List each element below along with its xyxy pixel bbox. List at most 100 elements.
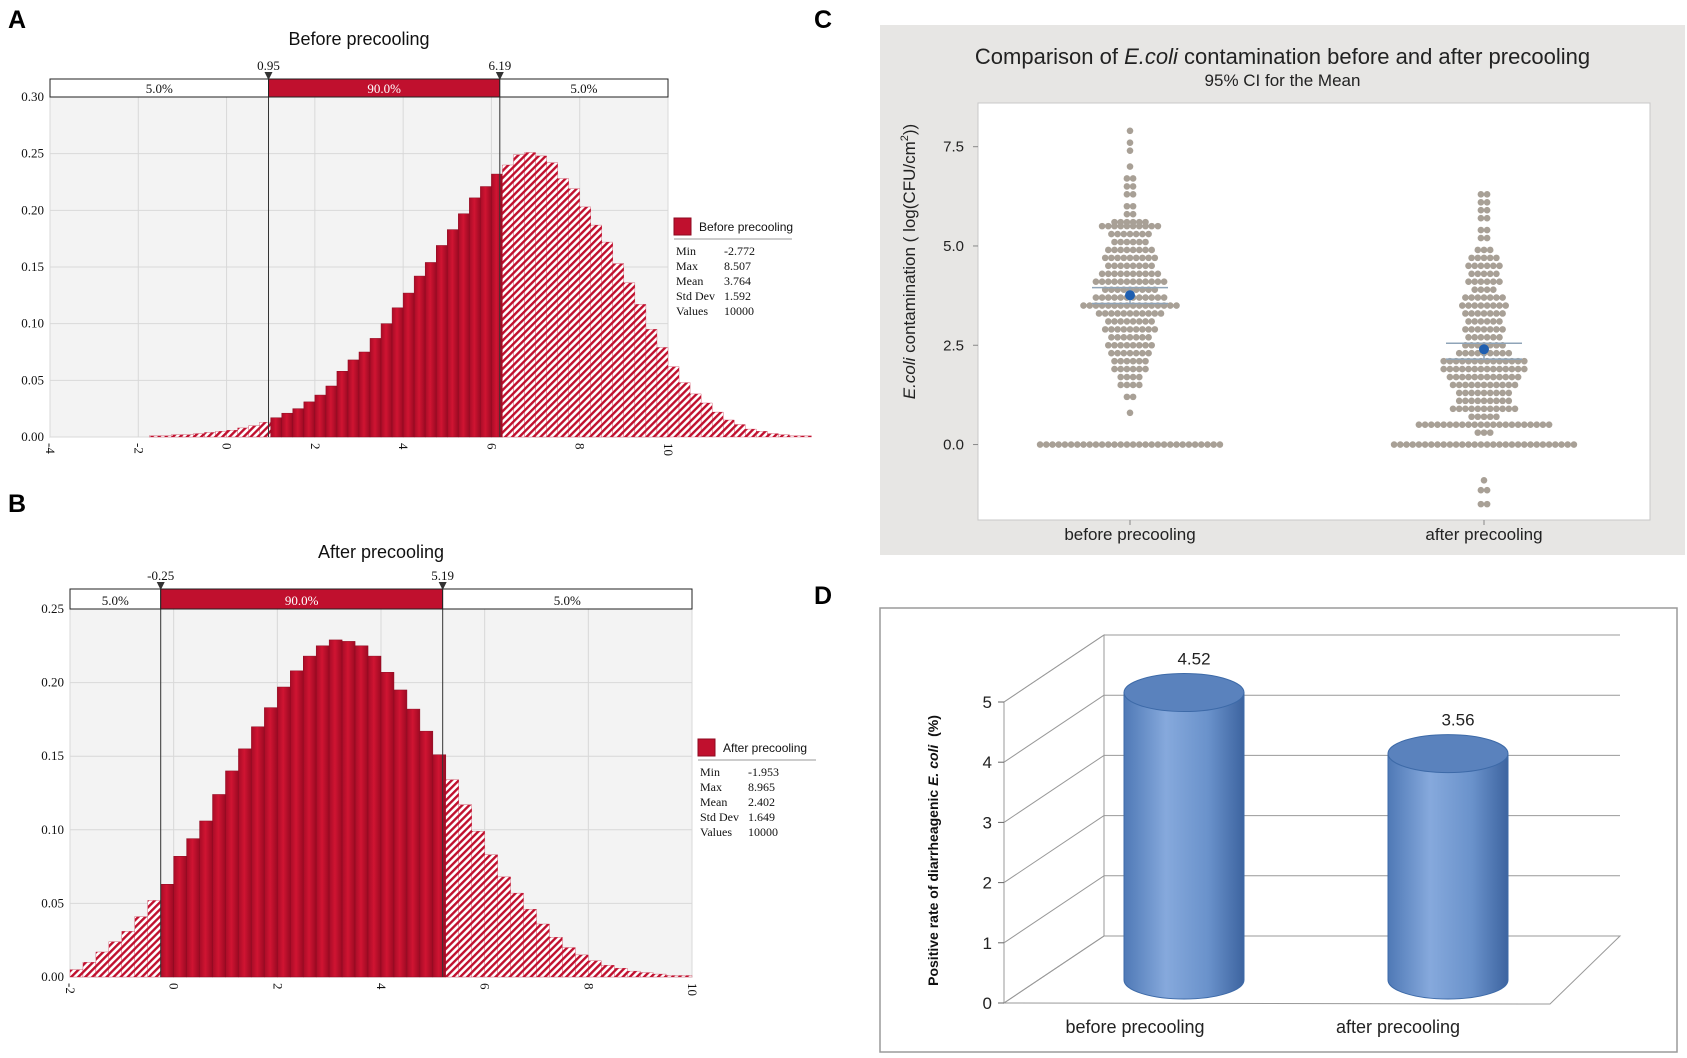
histogram-bar [186,838,200,978]
data-point [1132,230,1140,238]
data-point [1136,341,1143,349]
histogram-bar [469,197,481,438]
data-point [1474,397,1482,405]
y-tick-label: 0.25 [41,601,64,616]
data-point [1468,326,1475,333]
histogram-bar [226,430,238,438]
x-tick-label: 4 [396,443,411,450]
data-point [1452,421,1460,428]
data-point [1477,214,1485,222]
data-point [1126,310,1134,317]
data-point [1111,246,1118,254]
data-point [1105,278,1112,286]
y-axis-label-italic: E.coli [900,356,919,399]
data-point [1123,191,1131,198]
y-tick-label: 1 [983,934,992,953]
data-point [1474,294,1482,301]
data-point [1459,441,1466,448]
data-point [1198,441,1205,448]
histogram-bar [303,655,317,978]
legend-stat-key: Values [676,304,708,318]
data-point [1098,270,1106,278]
legend-stat-value: 8.965 [748,780,775,794]
data-point [1123,202,1131,210]
data-point [1564,441,1571,448]
histogram-bar [445,779,459,978]
data-point [1139,230,1146,238]
histogram-bar [237,427,249,438]
data-point [1483,373,1491,381]
data-point [1428,421,1435,428]
histogram-bar [513,154,525,438]
data-point [1459,365,1466,373]
histogram-bar [627,970,641,978]
data-point [1148,441,1155,448]
data-point [1490,286,1497,293]
histogram-bar [419,730,434,978]
data-point [1496,421,1503,428]
legend-stat-key: Std Dev [676,289,715,303]
data-point [1148,222,1155,230]
data-point [1477,334,1485,341]
data-point [1493,381,1500,389]
data-point [1108,349,1115,357]
y-axis-label-end: )) [900,124,919,135]
data-point [1471,365,1478,373]
data-point [1493,326,1500,333]
histogram-bar [579,206,591,438]
data-point [1465,302,1472,309]
data-point [1126,334,1134,341]
data-point [1486,246,1494,254]
data-point [1132,310,1140,317]
data-point [1148,278,1155,286]
data-point [1160,294,1168,301]
data-point [1474,326,1482,333]
histogram-bar [193,433,205,438]
data-point [1477,234,1485,242]
histogram-bar [700,402,713,438]
data-point [1499,405,1506,413]
x-tick-label: 6 [484,443,499,450]
histogram-bar [562,947,576,978]
data-point [1496,441,1503,448]
data-point [1160,441,1168,448]
data-point [1108,310,1115,317]
data-point [1105,270,1112,278]
data-point [1139,310,1146,317]
data-point [1508,373,1516,381]
legend-stat-key: Mean [700,795,727,809]
data-point [1139,326,1146,333]
data-point [1216,441,1224,448]
band-right-label: 5.0% [554,593,581,608]
data-point [1462,294,1469,301]
data-point [1123,278,1131,286]
data-point [1465,262,1472,270]
x-tick-label: 4 [374,983,389,990]
data-point [1120,310,1128,317]
histogram-bar [314,394,327,438]
data-point [1446,365,1454,373]
data-point [1139,254,1146,262]
histogram-bar [458,213,470,438]
data-point [1493,397,1500,405]
data-point [1421,441,1429,448]
y-tick-label: 7.5 [943,139,964,156]
data-point [1117,381,1124,389]
histogram-bar [160,884,174,978]
histogram-bar [171,434,183,438]
y-tick-label: 0.20 [41,675,64,690]
data-point [1462,381,1469,389]
y-tick-label: 0.00 [21,429,44,444]
histogram-bar [756,431,768,438]
histogram-bar [778,434,790,438]
data-point [1123,238,1131,246]
data-point [1514,373,1522,381]
data-point [1136,373,1143,381]
legend-stat-value: -1.953 [748,765,779,779]
cutoff-label: 6.19 [488,58,511,73]
data-point [1123,175,1131,182]
data-point [1136,318,1143,325]
data-point [1409,441,1416,448]
data-point [1480,476,1488,484]
